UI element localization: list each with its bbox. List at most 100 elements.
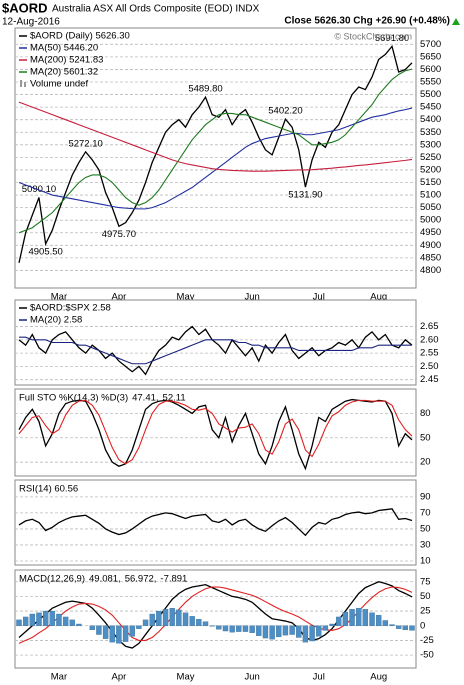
histogram-bar: [236, 625, 242, 632]
histogram-bar: [209, 625, 215, 627]
y-tick-label: 2.45: [420, 374, 439, 385]
series-line: [18, 399, 413, 465]
histogram-bar: [169, 607, 175, 626]
price-label: 5402.20: [268, 106, 302, 117]
y-tick-label: 5350: [420, 127, 441, 138]
histogram-bar: [49, 610, 55, 626]
histogram-bar: [256, 625, 262, 636]
y-tick-label: 4900: [420, 240, 441, 251]
y-tick-label: 2.65: [420, 321, 439, 332]
histogram-bar: [342, 612, 349, 626]
x-tick-label: Jul: [313, 292, 325, 303]
histogram-bar: [389, 624, 395, 626]
histogram-bar: [362, 609, 369, 626]
x-tick-label: Jul: [313, 672, 325, 683]
histogram-bar: [69, 619, 75, 626]
y-tick-label: 80: [420, 408, 431, 419]
histogram-bar: [216, 625, 222, 630]
histogram-bar: [309, 625, 315, 642]
legend-label: $AORD:$SPX 2.58: [30, 303, 111, 314]
series-line: [18, 508, 413, 537]
legend-swatch: [20, 80, 22, 87]
y-tick-label: 50: [420, 523, 431, 534]
x-tick-label: Jun: [244, 672, 259, 683]
y-tick-label: 4850: [420, 252, 441, 263]
x-tick-label: Mar: [51, 292, 67, 303]
histogram-bar: [402, 625, 409, 631]
histogram-bar: [36, 612, 42, 626]
legend-label: RSI(14) 60.56: [19, 484, 78, 495]
watermark: © StockCharts.com: [334, 31, 412, 41]
y-tick-label: 5550: [420, 77, 441, 88]
histogram-bar: [229, 625, 235, 633]
legend-label: MA(200) 5241.83: [30, 55, 103, 66]
histogram-bar: [142, 619, 149, 626]
y-tick-label: 10: [420, 556, 431, 567]
histogram-bar: [156, 610, 162, 626]
panel-title: Full STO %K(14,3) %D(3): [19, 393, 128, 404]
histogram-bar: [409, 625, 415, 631]
y-tick-label: 5400: [420, 114, 441, 125]
panel-title: MACD(12,26,9): [19, 574, 85, 585]
x-tick-label: May: [177, 292, 195, 303]
histogram-bar: [116, 625, 122, 644]
histogram-bar: [262, 625, 269, 639]
series-line: [19, 336, 412, 365]
y-tick-label: 2.55: [420, 348, 439, 359]
y-tick-label: 75: [420, 576, 431, 587]
legend-label: 52.11: [163, 393, 186, 404]
y-tick-label: 5700: [420, 39, 441, 50]
histogram-bar: [122, 625, 129, 642]
y-tick-label: 20: [420, 457, 431, 468]
legend-label: MA(50) 5446.20: [30, 43, 98, 54]
histogram-bar: [289, 625, 295, 635]
histogram-bar: [322, 625, 329, 631]
histogram-bar: [56, 613, 62, 626]
histogram-bar: [182, 612, 189, 626]
x-tick-label: Aug: [370, 672, 387, 683]
y-tick-label: 5200: [420, 164, 441, 175]
y-tick-label: 50: [420, 432, 431, 443]
histogram-bar: [382, 620, 389, 626]
y-tick-label: 5600: [420, 64, 441, 75]
quote: Close 5626.30 Chg +26.90 (+0.48%): [284, 16, 450, 27]
histogram-bar: [162, 609, 169, 626]
legend-label: $AORD (Daily) 5626.30: [30, 31, 130, 42]
legend-label: MA(20) 2.58: [30, 315, 82, 326]
y-tick-label: 5000: [420, 215, 441, 226]
y-tick-label: 5500: [420, 89, 441, 100]
histogram-bar: [202, 621, 209, 626]
histogram-bar: [76, 623, 82, 626]
y-tick-label: 4800: [420, 265, 441, 276]
histogram-bar: [242, 625, 249, 632]
series-line: [18, 101, 413, 172]
y-tick-label: 5250: [420, 152, 441, 163]
date: 12-Aug-2016: [2, 17, 60, 28]
legend-label: -7.891: [160, 574, 187, 585]
y-tick-label: 5100: [420, 190, 441, 201]
histogram-bar: [96, 625, 102, 635]
price-label: 4905.50: [28, 246, 62, 257]
legend-label: 47.41,: [132, 393, 158, 404]
histogram-bar: [276, 625, 282, 638]
series-line: [18, 107, 413, 210]
x-tick-label: May: [177, 672, 195, 683]
histogram-bar: [376, 615, 382, 626]
series-line: [18, 68, 413, 234]
histogram-bar: [89, 625, 95, 631]
x-tick-label: Apr: [112, 672, 127, 683]
histogram-bar: [316, 625, 322, 637]
y-tick-label: 5050: [420, 202, 441, 213]
price-label: 5489.80: [188, 84, 222, 95]
x-tick-label: Jun: [244, 292, 259, 303]
histogram-bar: [129, 625, 135, 637]
histogram-bar: [302, 625, 309, 643]
histogram-bar: [222, 625, 229, 632]
histogram-bar: [149, 613, 155, 626]
y-tick-label: -50: [420, 650, 434, 661]
histogram-bar: [356, 607, 362, 626]
series-line: [18, 45, 413, 264]
y-tick-label: 5450: [420, 102, 441, 113]
histogram-bar: [109, 625, 115, 643]
